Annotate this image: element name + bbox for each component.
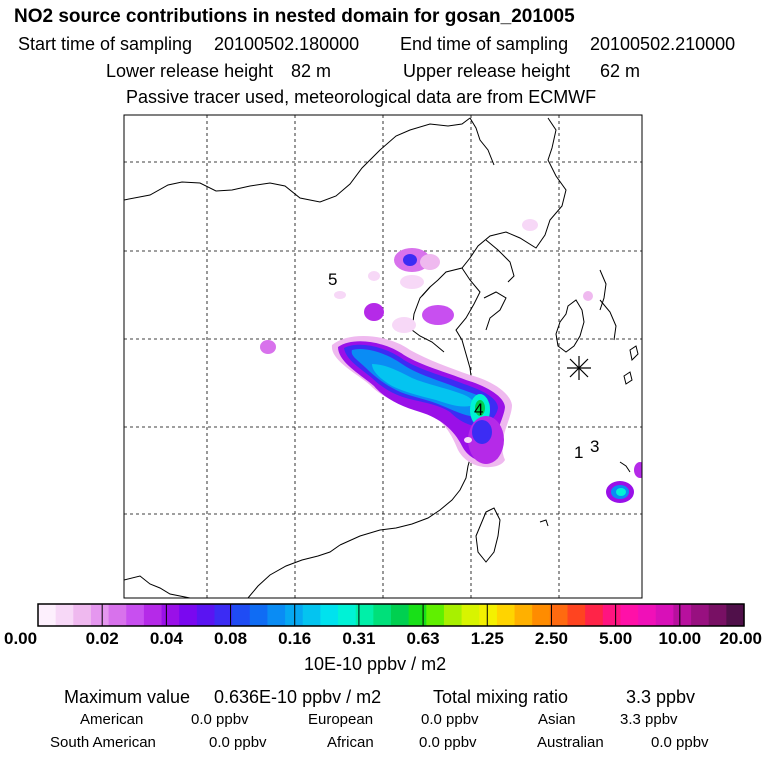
upper-release-value: 62 m: [600, 61, 641, 81]
colorbar-tick-label: 0.08: [213, 629, 248, 648]
colorbar: [37, 603, 745, 627]
start-time-value: 20100502.180000: [214, 34, 360, 54]
colorbar-cell: [320, 604, 339, 626]
colorbar-cell: [108, 604, 127, 626]
colorbar-tick-label: 2.50: [534, 629, 568, 648]
colorbar-cell: [126, 604, 145, 626]
colorbar-tick-label: 5.00: [599, 629, 633, 648]
region-label-5: 5: [328, 270, 337, 289]
colorbar-cell: [55, 604, 74, 626]
colorbar-cell: [267, 604, 286, 626]
region-value-south-american: 0.0 ppbv: [209, 734, 267, 751]
coastlines: [124, 117, 639, 598]
map-gridlines: [124, 115, 642, 598]
total-mixing-value: 3.3 ppbv: [626, 687, 696, 707]
colorbar-cell: [196, 604, 216, 626]
region-value-african: 0.0 ppbv: [419, 734, 477, 751]
colorbar-cell: [726, 604, 745, 626]
colorbar-cell: [391, 604, 410, 626]
colorbar-cell: [567, 604, 586, 626]
colorbar-cell: [708, 604, 727, 626]
colorbar-cell: [143, 604, 163, 626]
colorbar-cell: [373, 604, 392, 626]
colorbar-cell: [602, 604, 622, 626]
colorbar-cell: [549, 604, 569, 626]
region-name-european: European: [308, 711, 374, 728]
end-time-value: 20100502.210000: [590, 34, 736, 54]
colorbar-tick-label: 0.04: [149, 629, 183, 648]
colorbar-cell: [179, 604, 198, 626]
colorbar-cell: [461, 604, 480, 626]
colorbar-cell: [514, 604, 533, 626]
colorbar-cell: [285, 604, 304, 626]
region-value-european: 0.0 ppbv: [421, 711, 479, 728]
colorbar-tick-label: 0.02: [85, 629, 119, 648]
region-label-1: 1: [574, 443, 583, 462]
colorbar-cell: [338, 604, 357, 626]
region-name-african: African: [327, 734, 374, 751]
colorbar-tick-label: 1.25: [470, 629, 504, 648]
plot-title: NO2 source contributions in nested domai…: [14, 6, 575, 27]
colorbar-cell: [249, 604, 269, 626]
region-value-american: 0.0 ppbv: [191, 711, 249, 728]
colorbar-cell: [620, 604, 639, 626]
end-time-label: End time of sampling: [400, 34, 569, 54]
region-value-asian: 3.3 ppbv: [620, 711, 678, 728]
colorbar-cell: [443, 604, 463, 626]
start-time-label: Start time of sampling: [18, 34, 193, 54]
colorbar-cell: [691, 604, 710, 626]
colorbar-cell: [38, 604, 57, 626]
tracer-note: Passive tracer used, meteorological data…: [126, 87, 597, 107]
colorbar-tick-label: 0.16: [278, 629, 312, 648]
colorbar-cell: [302, 604, 321, 626]
colorbar-tick-label: 20.00: [719, 629, 762, 648]
colorbar-unit-label: 10E-10 ppbv / m2: [304, 654, 447, 674]
upper-release-label: Upper release height: [403, 61, 571, 81]
region-value-australian: 0.0 ppbv: [651, 734, 709, 751]
region-label-4: 4: [474, 400, 483, 419]
lower-release-label: Lower release height: [106, 61, 274, 81]
receptor-marker-icon: [567, 356, 591, 380]
lower-release-value: 82 m: [291, 61, 332, 81]
region-name-asian: Asian: [538, 711, 576, 728]
colorbar-cell: [73, 604, 92, 626]
colorbar-cell: [655, 604, 674, 626]
colorbar-cell: [673, 604, 692, 626]
map-frame: [123, 114, 643, 599]
region-name-australian: Australian: [537, 734, 604, 751]
colorbar-frame: [37, 603, 745, 627]
region-name-american: American: [80, 711, 144, 728]
colorbar-cell: [408, 604, 427, 626]
colorbar-cell: [355, 604, 374, 626]
region-label-3: 3: [590, 437, 599, 456]
colorbar-cell: [532, 604, 551, 626]
total-mixing-label: Total mixing ratio: [433, 687, 569, 707]
colorbar-cell: [585, 604, 604, 626]
colorbar-tick-label: 10.00: [658, 629, 702, 648]
contribution-plume: [260, 219, 642, 503]
colorbar-cell: [214, 604, 233, 626]
colorbar-cell: [426, 604, 445, 626]
colorbar-cell: [638, 604, 657, 626]
map-panel: 5 4 1 3: [123, 114, 643, 599]
colorbar-tick-label: 0.00: [4, 629, 38, 648]
colorbar-cell: [90, 604, 110, 626]
colorbar-cell: [479, 604, 498, 626]
colorbar-tick-label: 0.31: [342, 629, 376, 648]
max-value: 0.636E-10 ppbv / m2: [214, 687, 382, 707]
region-name-south-american: South American: [50, 734, 156, 751]
max-value-label: Maximum value: [64, 687, 191, 707]
colorbar-cell: [161, 604, 180, 626]
colorbar-tick-label: 0.63: [406, 629, 440, 648]
colorbar-cell: [232, 604, 251, 626]
colorbar-cell: [496, 604, 516, 626]
